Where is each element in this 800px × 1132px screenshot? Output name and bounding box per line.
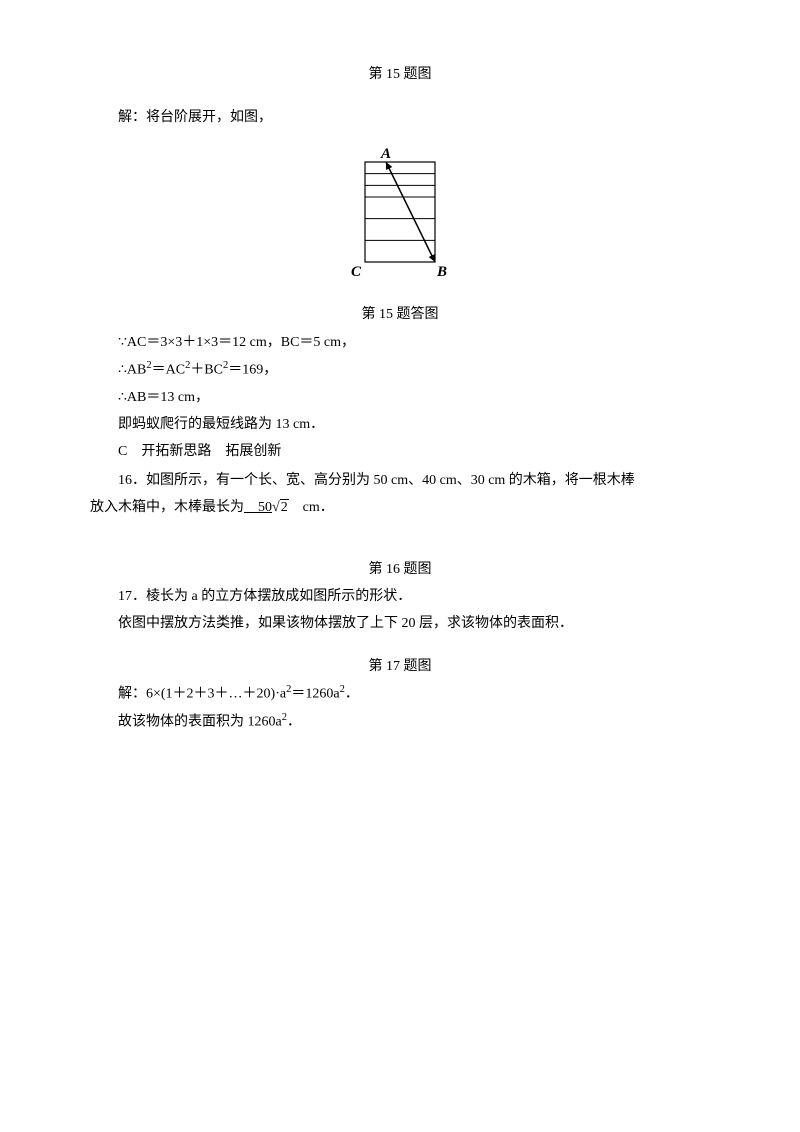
svg-text:B: B xyxy=(436,264,447,280)
answer-number: 50 xyxy=(244,500,272,515)
figure-15-diagram: A B C xyxy=(90,146,710,286)
line-conclusion: 即蚂蚁爬行的最短线路为 13 cm． xyxy=(90,412,710,437)
figure-15-answer-title: 第 15 题答图 xyxy=(90,302,710,327)
figure-16-title: 第 16 题图 xyxy=(90,557,710,582)
text-segment: ＋BC xyxy=(190,362,223,377)
text-segment: cm． xyxy=(289,500,334,515)
question-17-line1: 17．棱长为 a 的立方体摆放成如图所示的形状． xyxy=(90,584,710,609)
question-16-line1: 16．如图所示，有一个长、宽、高分别为 50 cm、40 cm、30 cm 的木… xyxy=(90,468,710,493)
svg-text:A: A xyxy=(380,146,391,162)
text-segment: ∴AB xyxy=(118,362,146,377)
figure-17-title: 第 17 题图 xyxy=(90,654,710,679)
sqrt-symbol: √ xyxy=(272,500,280,515)
solution-opening: 解：将台阶展开，如图， xyxy=(90,105,710,130)
line-ab: ∴AB＝13 cm， xyxy=(90,385,710,410)
line-ab-squared: ∴AB2＝AC2＋BC2＝169， xyxy=(90,357,710,383)
text-segment: ＝1260a xyxy=(291,687,339,702)
text-segment: ． xyxy=(287,715,301,730)
text-segment: 解：6×(1＋2＋3＋…＋20)·a xyxy=(118,687,286,702)
section-c-heading: C 开拓新思路 拓展创新 xyxy=(90,439,710,464)
figure-15-title: 第 15 题图 xyxy=(90,62,710,87)
sqrt-radicand: 2 xyxy=(280,499,289,515)
text-segment: 故该物体的表面积为 1260a xyxy=(118,715,282,730)
line-ac-bc: ∵AC＝3×3＋1×3＝12 cm，BC＝5 cm， xyxy=(90,330,710,355)
question-17-conclusion: 故该物体的表面积为 1260a2． xyxy=(90,709,710,735)
question-16-line2: 放入木箱中，木棒最长为 50√2 cm． xyxy=(90,495,710,520)
text-segment: 放入木箱中，木棒最长为 xyxy=(90,500,244,515)
answer-blank: 50√2 xyxy=(244,500,289,515)
sqrt-expression: √2 xyxy=(272,495,289,520)
text-segment: ＝AC xyxy=(152,362,185,377)
text-segment: ． xyxy=(345,687,359,702)
question-17-solution: 解：6×(1＋2＋3＋…＋20)·a2＝1260a2． xyxy=(90,681,710,707)
text-segment: ＝169， xyxy=(228,362,277,377)
svg-text:C: C xyxy=(351,264,362,280)
question-17-line2: 依图中摆放方法类推，如果该物体摆放了上下 20 层，求该物体的表面积． xyxy=(90,611,710,636)
